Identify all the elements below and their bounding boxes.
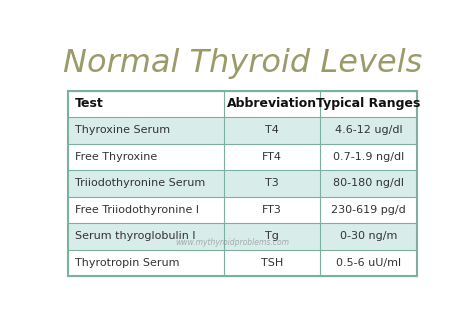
Text: Abbreviation: Abbreviation [227, 97, 317, 110]
Text: 80-180 ng/dl: 80-180 ng/dl [333, 178, 404, 188]
Text: Triiodothyronine Serum: Triiodothyronine Serum [75, 178, 205, 188]
Text: Thyroxine Serum: Thyroxine Serum [75, 125, 170, 135]
Text: FT3: FT3 [262, 205, 282, 215]
Text: 0-30 ng/m: 0-30 ng/m [340, 231, 397, 241]
Text: T3: T3 [265, 178, 279, 188]
Text: Test: Test [75, 97, 104, 110]
Text: Typical Ranges: Typical Ranges [316, 97, 421, 110]
Text: www.mythyroidproblems.com: www.mythyroidproblems.com [175, 238, 289, 247]
Text: Free Triiodothyronine l: Free Triiodothyronine l [75, 205, 199, 215]
Text: FT4: FT4 [262, 152, 282, 162]
Text: Normal Thyroid Levels: Normal Thyroid Levels [64, 49, 422, 80]
Text: Free Thyroxine: Free Thyroxine [75, 152, 157, 162]
Text: 230-619 pg/d: 230-619 pg/d [331, 205, 406, 215]
Text: Thyrotropin Serum: Thyrotropin Serum [75, 258, 180, 268]
Text: T4: T4 [265, 125, 279, 135]
Text: TSH: TSH [261, 258, 283, 268]
Text: Tg: Tg [265, 231, 279, 241]
Text: 0.5-6 uU/ml: 0.5-6 uU/ml [336, 258, 401, 268]
Text: 0.7-1.9 ng/dl: 0.7-1.9 ng/dl [333, 152, 404, 162]
Text: Serum thyroglobulin l: Serum thyroglobulin l [75, 231, 196, 241]
Text: 4.6-12 ug/dl: 4.6-12 ug/dl [335, 125, 402, 135]
